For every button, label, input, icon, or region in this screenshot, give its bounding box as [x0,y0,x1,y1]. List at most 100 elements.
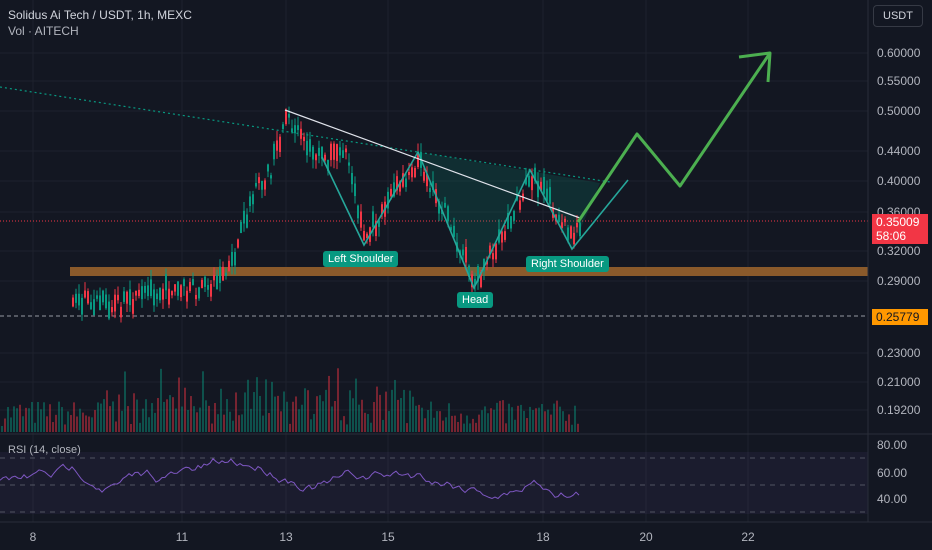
volume-bar [169,395,171,432]
candle-body [87,291,89,304]
volume-bar [292,401,294,432]
time-tick: 18 [536,530,550,544]
price-tick: 0.44000 [877,144,921,158]
volume-bar [262,415,264,432]
volume-bar [286,401,288,432]
candle-body [402,173,404,187]
volume-bar [457,421,459,432]
volume-bar [298,409,300,432]
resistance-trendline[interactable] [0,86,611,183]
volume-bar [499,400,501,432]
candle-body [309,139,311,152]
candle-body [540,181,542,191]
volume-bar [325,389,327,432]
candle-body [453,225,455,237]
candle-body [117,294,119,301]
neckline-trendline[interactable] [284,109,581,219]
candle-body [81,297,83,315]
left-shoulder-label[interactable]: Left Shoulder [323,251,399,267]
candle-body [243,210,245,224]
candle-body [378,220,380,227]
volume-bar [559,406,561,432]
volume-bar [313,413,315,432]
volume-bar [103,399,105,432]
candle-body [267,164,269,172]
volume-bar [61,407,63,432]
candle-body [465,246,467,263]
candle-body [150,279,152,297]
volume-bar [406,423,408,432]
rsi-indicator-label[interactable]: RSI (14, close) [8,444,81,456]
candle-body [105,294,107,309]
volume-bar [241,414,243,432]
time-tick: 8 [29,530,37,544]
candle-body [207,285,209,290]
candle-body [423,171,425,181]
head-and-shoulders-pattern[interactable] [321,150,629,290]
candle-body [333,143,335,160]
candle-body [471,274,473,288]
head-label[interactable]: Head [457,292,494,308]
symbol-title[interactable]: Solidus Ai Tech / USDT, 1h, MEXC [8,8,192,22]
current-price: 0.35009 [876,215,920,229]
candle-body [321,146,323,159]
candle-body [201,279,203,289]
volume-bar [505,423,507,432]
candle-body [231,251,233,266]
projection-arrow[interactable] [576,52,772,223]
rsi-line [0,457,580,500]
candle-body [372,211,374,227]
candle-body [564,218,566,223]
candle-body [93,299,95,315]
volume-bar [145,399,147,432]
volume-bar [556,400,558,432]
volume-bar [22,416,24,432]
rsi-tick: 60.00 [877,466,908,480]
volume-bar [421,407,423,432]
candle-body [492,253,494,260]
volume-bar [160,368,162,432]
volume-bar [412,396,414,432]
volume-bar [577,423,579,432]
volume-bar [148,417,150,432]
candle-body [393,182,395,197]
volume-bar [301,404,303,432]
volume-bar [562,411,564,432]
volume-bar [514,419,516,432]
candle-body [147,285,149,297]
volume-bar [529,406,531,432]
volume-bar [187,409,189,432]
volume-bar [385,391,387,432]
candle-body [189,281,191,292]
candle-body [102,290,104,303]
volume-bar [343,416,345,432]
candle-body [354,183,356,197]
candle-body [234,252,236,266]
horizontal-level-tag: 0.25779 [872,309,928,325]
candle-body [408,172,410,176]
candle-body [396,176,398,191]
volume-bar [451,415,453,432]
volume-bar [190,396,192,432]
volume-bar [391,389,393,432]
right-shoulder-label[interactable]: Right Shoulder [526,256,609,272]
candle-body [528,175,530,187]
volume-bar [250,408,252,432]
volume-indicator-label[interactable]: Vol · AITECH [8,24,79,38]
candle-body [159,287,161,301]
volume-bar [394,379,396,432]
volume-bar [316,396,318,432]
candle-body [90,302,92,310]
volume-bar [436,411,438,432]
bar-countdown: 58:06 [876,229,907,243]
candle-body [162,288,164,300]
currency-button[interactable]: USDT [873,5,923,27]
candle-body [180,285,182,298]
candle-body [519,200,521,210]
volume-bar [502,400,504,432]
candle-body [72,297,74,307]
candle-body [387,191,389,209]
volume-bar [196,412,198,432]
volume-bar [469,423,471,432]
